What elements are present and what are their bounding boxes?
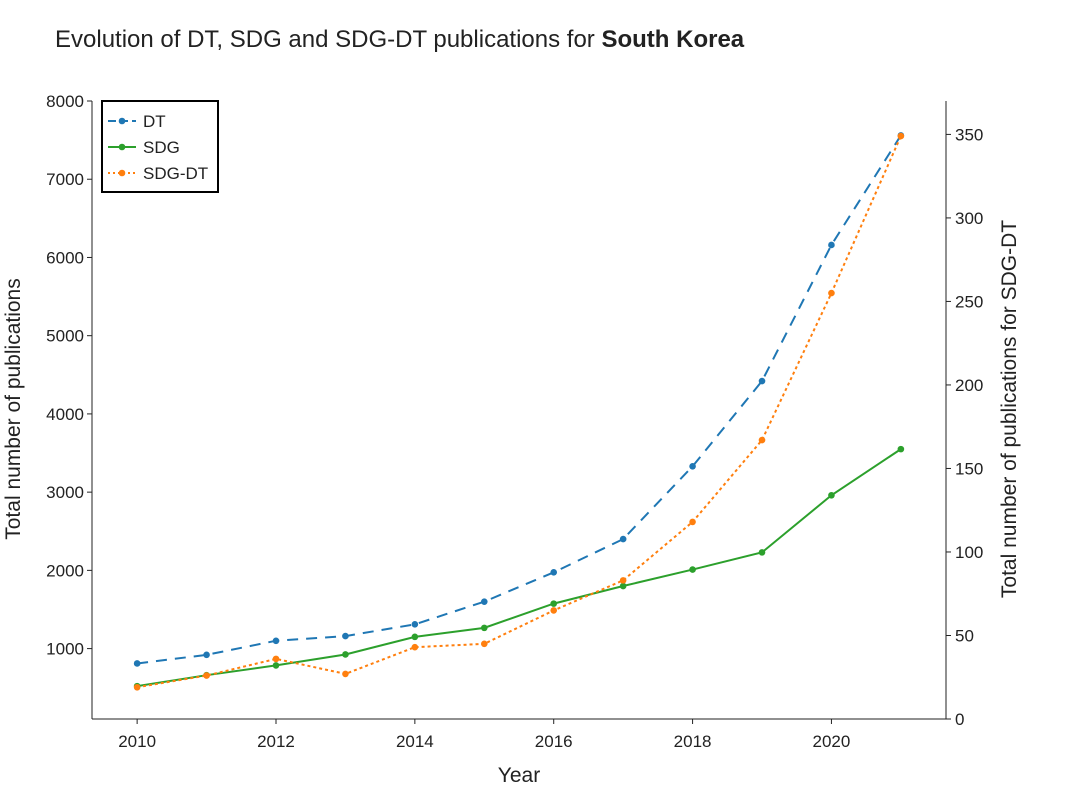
y-tick-left-label: 4000 [46,405,84,424]
chart-title: Evolution of DT, SDG and SDG-DT publicat… [55,26,744,54]
data-point-dt [411,621,419,628]
x-tick-label: 2016 [535,732,573,751]
data-point-sdg-dt [758,436,766,444]
y-tick-left-label: 7000 [46,170,84,189]
y-tick-left-label: 3000 [46,483,84,502]
y-tick-right-label: 0 [955,710,964,729]
series-sdg [133,445,905,690]
data-point-dt [758,377,766,385]
data-point-dt [272,637,280,645]
y-tick-left-label: 2000 [46,561,84,580]
data-point-sdg [480,624,488,632]
data-point-sdg [758,549,766,556]
series-dt [133,132,905,667]
y-tick-left-label: 5000 [46,327,84,346]
data-point-sdg-dt [203,672,210,679]
data-point-sdg-dt [133,683,141,691]
chart-title-country: South Korea [601,26,745,53]
legend-label-sdg: SDG [143,138,180,157]
y-tick-right-label: 200 [955,376,983,395]
legend-marker-dt [118,117,126,125]
data-point-dt [828,241,835,249]
data-point-sdg [550,600,558,607]
x-tick-label: 2012 [257,732,295,751]
data-point-dt [480,598,488,605]
data-point-sdg-dt [619,577,627,584]
data-point-sdg [828,491,835,499]
data-point-sdg-dt [689,518,696,526]
series-line-sdg [136,448,902,688]
data-point-dt [550,569,558,576]
series-line-dt [137,134,902,665]
y-tick-right-label: 100 [955,543,983,562]
data-point-sdg [619,582,627,590]
data-point-sdg [342,651,349,658]
x-tick-label: 2014 [396,732,434,751]
data-point-sdg-dt [550,607,558,614]
data-point-sdg [689,566,696,573]
data-point-dt [619,535,627,543]
y-axis-right-title: Total number of publications for SDG-DT [998,220,1021,598]
x-tick-label: 2010 [118,732,156,751]
data-point-dt [342,632,349,640]
data-point-sdg-dt [342,670,349,678]
data-point-sdg [272,662,280,669]
data-point-sdg-dt [897,132,905,140]
series-sdg-dt [133,132,905,691]
x-tick-label: 2018 [674,732,712,751]
series-layer [133,132,905,691]
y-tick-right-label: 300 [955,209,983,228]
data-point-dt [689,463,696,470]
legend-label-dt: DT [143,112,166,131]
y-tick-right-label: 250 [955,292,983,311]
y-tick-right-label: 50 [955,626,974,645]
data-point-sdg-dt [480,640,488,648]
y-tick-left-label: 8000 [46,92,84,111]
legend: DT SDG SDG-DT [101,100,219,193]
x-axis-title: Year [498,764,540,787]
data-point-sdg [897,445,905,453]
legend-label-sdg-dt: SDG-DT [143,164,208,183]
data-point-sdg [411,633,419,641]
data-point-sdg-dt [272,655,280,663]
data-point-dt [133,660,141,667]
y-tick-right-label: 350 [955,125,983,144]
data-point-dt [203,651,210,659]
chart-title-prefix: Evolution of DT, SDG and SDG-DT publicat… [55,26,602,53]
y-tick-left-label: 1000 [46,640,84,659]
data-point-sdg-dt [828,289,835,297]
x-tick-label: 2020 [813,732,851,751]
y-tick-right-label: 150 [955,459,983,478]
legend-marker-sdg-dt [118,169,126,177]
y-axis-left-title: Total number of publications [2,278,25,540]
data-point-sdg-dt [411,643,419,651]
y-tick-left-label: 6000 [46,248,84,267]
series-line-sdg-dt [136,135,902,689]
legend-marker-sdg [118,143,126,151]
axes: 2010 2012 2014 2016 2018 20201000200030004000… [46,92,983,751]
